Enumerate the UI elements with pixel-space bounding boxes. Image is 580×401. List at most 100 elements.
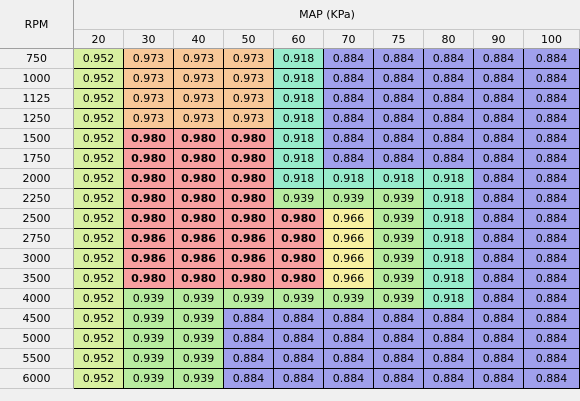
ve-table-cell[interactable]: 0.973	[224, 69, 274, 89]
ve-table-cell[interactable]: 0.884	[524, 149, 580, 169]
ve-table-cell[interactable]: 0.939	[374, 189, 424, 209]
ve-table-cell[interactable]: 0.884	[324, 329, 374, 349]
ve-table-cell[interactable]: 0.952	[74, 289, 124, 309]
ve-table-cell[interactable]: 0.884	[324, 349, 374, 369]
ve-table-cell[interactable]: 0.980	[224, 169, 274, 189]
ve-table-cell[interactable]: 0.884	[524, 69, 580, 89]
ve-table-cell[interactable]: 0.980	[274, 209, 324, 229]
ve-table-cell[interactable]: 0.939	[174, 349, 224, 369]
ve-table-cell[interactable]: 0.884	[374, 369, 424, 389]
ve-table-cell[interactable]: 0.884	[374, 149, 424, 169]
ve-table-cell[interactable]: 0.939	[324, 189, 374, 209]
ve-table-cell[interactable]: 0.980	[124, 209, 174, 229]
ve-table-cell[interactable]: 0.973	[124, 69, 174, 89]
ve-table-cell[interactable]: 0.884	[374, 309, 424, 329]
ve-table-cell[interactable]: 0.939	[374, 229, 424, 249]
ve-table-cell[interactable]: 0.952	[74, 249, 124, 269]
ve-table-cell[interactable]: 0.884	[524, 249, 580, 269]
ve-table-cell[interactable]: 0.939	[124, 349, 174, 369]
ve-table-cell[interactable]: 0.884	[324, 369, 374, 389]
ve-table-cell[interactable]: 0.884	[424, 329, 474, 349]
ve-table-cell[interactable]: 0.952	[74, 149, 124, 169]
ve-table-cell[interactable]: 0.980	[224, 189, 274, 209]
ve-table-cell[interactable]: 0.952	[74, 229, 124, 249]
ve-table-cell[interactable]: 0.884	[474, 269, 524, 289]
ve-table-cell[interactable]: 0.884	[474, 229, 524, 249]
ve-table-cell[interactable]: 0.884	[224, 329, 274, 349]
ve-table-cell[interactable]: 0.918	[424, 169, 474, 189]
ve-table-cell[interactable]: 0.884	[374, 89, 424, 109]
ve-table-cell[interactable]: 0.966	[324, 269, 374, 289]
ve-table-cell[interactable]: 0.884	[374, 349, 424, 369]
ve-table-cell[interactable]: 0.952	[74, 209, 124, 229]
ve-table-cell[interactable]: 0.980	[124, 149, 174, 169]
ve-table-cell[interactable]: 0.884	[224, 369, 274, 389]
ve-table-cell[interactable]: 0.884	[474, 129, 524, 149]
ve-table-cell[interactable]: 0.973	[174, 109, 224, 129]
ve-table-cell[interactable]: 0.939	[224, 289, 274, 309]
ve-table-cell[interactable]: 0.884	[474, 89, 524, 109]
ve-table-cell[interactable]: 0.884	[424, 129, 474, 149]
ve-table-cell[interactable]: 0.939	[374, 249, 424, 269]
ve-table-cell[interactable]: 0.973	[224, 109, 274, 129]
ve-table-cell[interactable]: 0.918	[424, 189, 474, 209]
ve-table-cell[interactable]: 0.986	[224, 249, 274, 269]
ve-table-cell[interactable]: 0.952	[74, 329, 124, 349]
ve-table-cell[interactable]: 0.980	[124, 269, 174, 289]
ve-table-cell[interactable]: 0.884	[524, 369, 580, 389]
ve-table-cell[interactable]: 0.884	[474, 69, 524, 89]
ve-table-cell[interactable]: 0.952	[74, 49, 124, 69]
ve-table-cell[interactable]: 0.980	[124, 189, 174, 209]
ve-table-cell[interactable]: 0.884	[524, 129, 580, 149]
ve-table-cell[interactable]: 0.884	[324, 109, 374, 129]
ve-table-cell[interactable]: 0.884	[324, 129, 374, 149]
ve-table-cell[interactable]: 0.918	[274, 129, 324, 149]
ve-table-cell[interactable]: 0.884	[324, 89, 374, 109]
ve-table-cell[interactable]: 0.952	[74, 109, 124, 129]
ve-table-cell[interactable]: 0.980	[274, 249, 324, 269]
ve-table-cell[interactable]: 0.884	[474, 349, 524, 369]
ve-table-cell[interactable]: 0.939	[124, 289, 174, 309]
ve-table-cell[interactable]: 0.952	[74, 129, 124, 149]
ve-table-cell[interactable]: 0.918	[374, 169, 424, 189]
ve-table-cell[interactable]: 0.884	[424, 349, 474, 369]
ve-table-cell[interactable]: 0.939	[274, 189, 324, 209]
ve-table-cell[interactable]: 0.918	[424, 209, 474, 229]
ve-table-cell[interactable]: 0.884	[474, 289, 524, 309]
ve-table-cell[interactable]: 0.939	[174, 289, 224, 309]
ve-table-cell[interactable]: 0.884	[424, 89, 474, 109]
ve-table-cell[interactable]: 0.973	[174, 49, 224, 69]
ve-table-cell[interactable]: 0.884	[274, 309, 324, 329]
ve-table-cell[interactable]: 0.973	[224, 49, 274, 69]
ve-table-cell[interactable]: 0.884	[524, 189, 580, 209]
ve-table-cell[interactable]: 0.939	[174, 329, 224, 349]
ve-table-cell[interactable]: 0.884	[374, 69, 424, 89]
ve-table-cell[interactable]: 0.939	[124, 329, 174, 349]
ve-table-cell[interactable]: 0.952	[74, 369, 124, 389]
ve-table-cell[interactable]: 0.884	[474, 249, 524, 269]
ve-table-cell[interactable]: 0.884	[374, 129, 424, 149]
ve-table-cell[interactable]: 0.973	[174, 89, 224, 109]
ve-table-cell[interactable]: 0.939	[374, 269, 424, 289]
ve-table-cell[interactable]: 0.980	[174, 149, 224, 169]
ve-table-cell[interactable]: 0.939	[324, 289, 374, 309]
ve-table-cell[interactable]: 0.884	[524, 229, 580, 249]
ve-table-cell[interactable]: 0.918	[274, 49, 324, 69]
ve-table-cell[interactable]: 0.884	[524, 309, 580, 329]
ve-table-cell[interactable]: 0.884	[324, 69, 374, 89]
ve-table-cell[interactable]: 0.939	[124, 369, 174, 389]
ve-table-cell[interactable]: 0.980	[224, 149, 274, 169]
ve-table-cell[interactable]: 0.939	[274, 289, 324, 309]
ve-table-cell[interactable]: 0.884	[424, 369, 474, 389]
ve-table-cell[interactable]: 0.918	[324, 169, 374, 189]
ve-table-cell[interactable]: 0.986	[174, 249, 224, 269]
ve-table-cell[interactable]: 0.884	[274, 349, 324, 369]
ve-table-cell[interactable]: 0.884	[424, 109, 474, 129]
ve-table-cell[interactable]: 0.884	[424, 69, 474, 89]
ve-table-cell[interactable]: 0.884	[524, 349, 580, 369]
ve-table-cell[interactable]: 0.980	[174, 209, 224, 229]
ve-table-cell[interactable]: 0.973	[174, 69, 224, 89]
ve-table-cell[interactable]: 0.918	[274, 149, 324, 169]
ve-table-cell[interactable]: 0.884	[474, 109, 524, 129]
ve-table-cell[interactable]: 0.884	[524, 269, 580, 289]
